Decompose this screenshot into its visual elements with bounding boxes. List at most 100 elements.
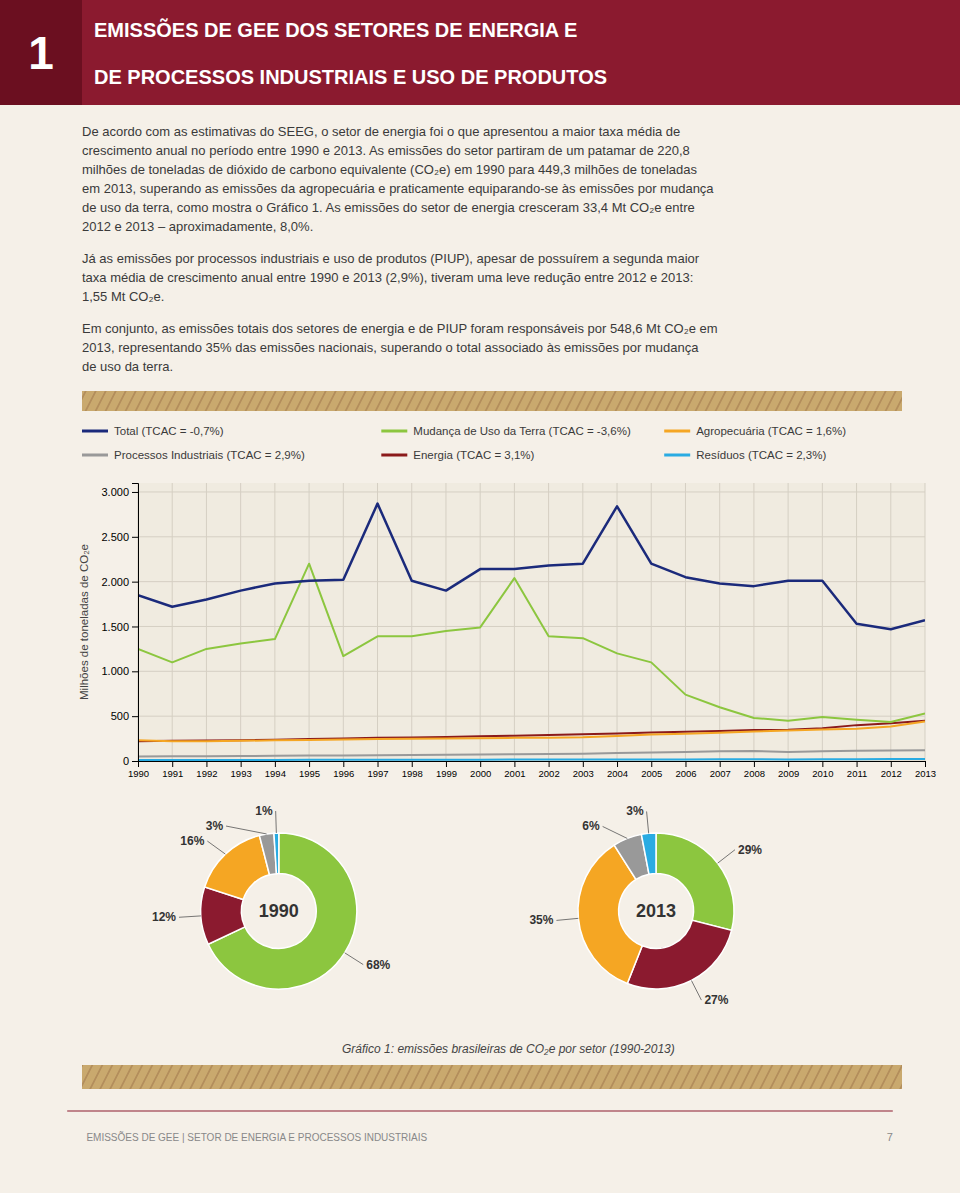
legend-label: Processos Industriais (TCAC = 2,9%) [114, 449, 305, 461]
paragraph-line: 2012 e 2013 – aproximadamente, 8,0%. [82, 219, 313, 234]
paragraph-line: de uso da terra. [82, 359, 173, 374]
grid-line [172, 483, 173, 761]
tick-mark [925, 761, 926, 767]
grid-line [514, 483, 515, 761]
footer-text: EMISSÕES DE GEE | SETOR DE ENERGIA E PRO… [86, 1131, 427, 1143]
data-label: 16% [180, 834, 204, 848]
tick-mark [138, 761, 139, 767]
tick-label: 2011 [847, 768, 867, 779]
tick-mark [685, 761, 686, 767]
hatch-bar [82, 391, 902, 411]
tick-label: 1999 [436, 768, 457, 779]
tick-label: 0 [123, 755, 129, 767]
tick-label: 1992 [196, 768, 217, 779]
legend-swatch [381, 430, 407, 433]
tick-label: 2002 [539, 768, 560, 779]
data-label: 12% [152, 910, 176, 924]
grid-line [548, 483, 549, 761]
tick-mark [446, 761, 447, 767]
leader-line [179, 916, 201, 917]
tick-label: 500 [111, 710, 129, 722]
leader-line [718, 850, 735, 863]
grid-line [240, 483, 241, 761]
tick-label: 1994 [265, 768, 286, 779]
data-label: 3% [206, 819, 224, 833]
grid-line [822, 483, 823, 761]
tick-mark [241, 761, 242, 767]
tick-mark [132, 626, 138, 627]
tick: 2006 [675, 761, 696, 779]
legend-label: Resíduos (TCAC = 2,3%) [696, 449, 826, 461]
tick: 2001 [504, 761, 525, 779]
paragraph-line: Já as emissões por processos industriais… [82, 251, 700, 266]
tick-label: 1.500 [101, 621, 129, 633]
legend-label: Mudança de Uso da Terra (TCAC = -3,6%) [413, 425, 631, 437]
grid [138, 483, 925, 761]
tick: 2007 [710, 761, 731, 779]
leader-line [556, 918, 578, 920]
tick: 2009 [778, 761, 799, 779]
data-label: 27% [704, 993, 728, 1007]
tick-label: 1993 [231, 768, 252, 779]
tick-mark [132, 671, 138, 672]
tick: 2000 [470, 761, 491, 779]
grid-line [719, 483, 720, 761]
tick: 2003 [573, 761, 594, 779]
grid-line [138, 626, 925, 627]
tick-label: 2003 [573, 768, 594, 779]
grid-line [377, 483, 378, 761]
tick: 2.000 [101, 576, 138, 588]
footer-page-number: 7 [887, 1131, 893, 1143]
donut-slice [627, 920, 731, 989]
tick-label: 2000 [470, 768, 491, 779]
series-line [138, 721, 925, 742]
line-chart: 05001.0001.5002.0002.5003.00019901991199… [78, 483, 936, 779]
header-number: 1 [28, 27, 54, 79]
legend-swatch [82, 454, 108, 457]
series-line [138, 504, 925, 630]
tick-label: 2008 [744, 768, 765, 779]
donut-slice [641, 833, 656, 874]
grid-line [788, 483, 789, 761]
paragraph-line: em 2013, superando as emissões da agrope… [82, 181, 714, 196]
tick: 1993 [231, 761, 252, 779]
tick: 1997 [367, 761, 388, 779]
tick: 1.000 [101, 665, 138, 677]
leader-line [207, 841, 225, 854]
legend-swatch [664, 430, 690, 433]
tick-mark [132, 492, 138, 493]
tick-mark [617, 761, 618, 767]
tick: 1998 [402, 761, 423, 779]
series-line [138, 722, 925, 742]
paragraph-line: de uso da terra, como mostra o Gráfico 1… [82, 200, 695, 215]
data-label: 35% [529, 913, 553, 927]
tick-mark [720, 761, 721, 767]
tick: 2008 [744, 761, 765, 779]
legend-swatch [381, 454, 407, 457]
paragraph-line: De acordo com as estimativas do SEEG, o … [82, 124, 680, 139]
tick-mark [514, 761, 515, 767]
tick: 2.500 [101, 531, 138, 543]
legend-label: Energia (TCAC = 3,1%) [413, 449, 534, 461]
tick: 0 [123, 755, 138, 767]
legend: Total (TCAC = -0,7%)Mudança de Uso da Te… [82, 425, 846, 461]
legend-label: Agropecuária (TCAC = 1,6%) [696, 425, 846, 437]
tick: 2013 [915, 761, 936, 779]
tick: 2005 [641, 761, 662, 779]
tick-mark [412, 761, 413, 767]
tick: 1992 [196, 761, 217, 779]
tick: 1995 [299, 761, 320, 779]
tick: 2004 [607, 761, 628, 779]
page-background [0, 0, 960, 1193]
grid-line [138, 491, 925, 492]
paragraph-line: milhões de toneladas de dióxido de carbo… [82, 162, 698, 177]
grid-line [582, 483, 583, 761]
y-axis: 05001.0001.5002.0002.5003.000 [101, 484, 138, 768]
tick-label: 2005 [641, 768, 662, 779]
grid-line [309, 483, 310, 761]
tick-label: 2007 [710, 768, 731, 779]
tick-label: 2013 [915, 768, 936, 779]
tick-mark [206, 761, 207, 767]
tick-label: 2.500 [101, 531, 129, 543]
series-line [138, 759, 925, 760]
